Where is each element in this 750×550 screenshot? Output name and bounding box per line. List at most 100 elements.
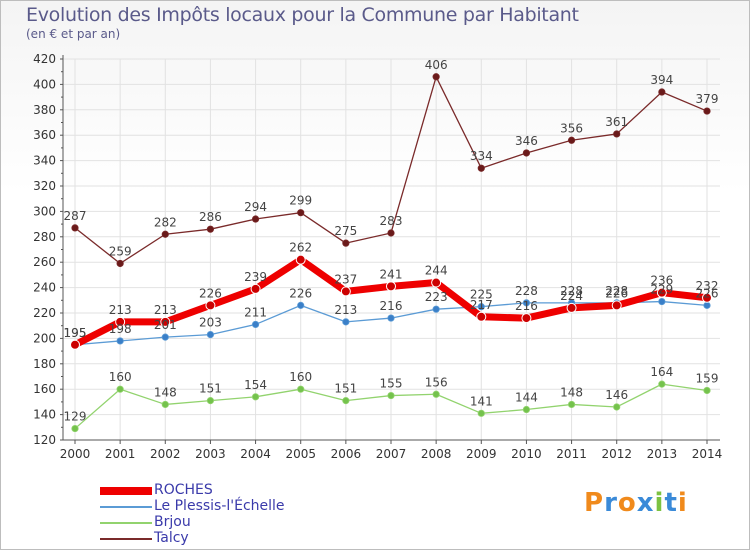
- data-point-talcy: [477, 164, 485, 172]
- chart-title: Evolution des Impôts locaux pour la Comm…: [26, 4, 579, 26]
- logo-letter: P: [584, 488, 605, 518]
- data-label-roches: 232: [696, 279, 719, 293]
- data-label-roches: 236: [650, 274, 673, 288]
- legend-swatch-brjou: [100, 522, 152, 524]
- logo-letter: o: [617, 488, 637, 518]
- data-point-le-plessis-l-chelle: [116, 337, 124, 345]
- data-point-roches: [205, 300, 216, 311]
- x-tick-label: 2010: [511, 447, 542, 461]
- y-tick-label: 260: [33, 255, 56, 269]
- y-tick-label: 360: [33, 128, 56, 142]
- data-label-roches: 226: [199, 286, 222, 300]
- y-tick-label: 140: [33, 408, 56, 422]
- data-point-brjou: [613, 403, 621, 411]
- data-label-talcy: 259: [109, 244, 132, 258]
- data-label-roches: 241: [380, 267, 403, 281]
- data-point-brjou: [658, 380, 666, 388]
- data-point-roches: [656, 287, 667, 298]
- data-point-roches: [115, 316, 126, 327]
- data-point-talcy: [342, 239, 350, 247]
- data-label-roches: 262: [289, 241, 312, 255]
- data-point-brjou: [432, 390, 440, 398]
- data-label-roches: 195: [64, 326, 87, 340]
- logo-letter: i: [677, 488, 688, 518]
- data-label-talcy: 361: [605, 115, 628, 129]
- data-point-talcy: [567, 136, 576, 144]
- data-label-talcy: 406: [425, 58, 448, 72]
- data-label-le-plessis-l-chelle: 226: [696, 286, 719, 300]
- data-point-le-plessis-l-chelle: [297, 301, 305, 309]
- data-label-talcy: 299: [289, 194, 312, 208]
- data-label-le-plessis-l-chelle: 211: [244, 305, 267, 319]
- data-point-roches: [476, 311, 487, 322]
- data-point-roches: [566, 302, 577, 313]
- x-tick-label: 2007: [376, 447, 407, 461]
- data-point-le-plessis-l-chelle: [432, 305, 440, 313]
- data-label-talcy: 282: [154, 215, 177, 229]
- chart-subtitle: (en € et par an): [26, 27, 121, 41]
- data-label-brjou: 156: [425, 375, 448, 389]
- data-point-brjou: [477, 409, 485, 417]
- data-label-talcy: 286: [199, 210, 222, 224]
- legend-item-talcy: Talcy: [100, 530, 360, 547]
- legend-label-le-plessis: Le Plessis-l'Échelle: [154, 498, 285, 514]
- data-label-brjou: 159: [696, 371, 719, 385]
- data-point-roches: [70, 339, 80, 350]
- data-label-talcy: 287: [64, 209, 87, 223]
- data-label-talcy: 379: [696, 92, 719, 106]
- data-point-brjou: [297, 385, 305, 393]
- data-label-talcy: 275: [334, 224, 357, 238]
- legend-label-roches: ROCHES: [154, 482, 213, 498]
- data-point-talcy: [116, 259, 124, 268]
- logo-letter: x: [636, 488, 655, 518]
- data-label-brjou: 146: [605, 388, 628, 402]
- data-label-brjou: 154: [244, 378, 267, 392]
- data-label-le-plessis-l-chelle: 216: [380, 299, 403, 313]
- data-point-le-plessis-l-chelle: [251, 320, 260, 329]
- data-point-brjou: [251, 393, 260, 401]
- data-point-talcy: [297, 209, 305, 217]
- data-label-talcy: 346: [515, 134, 538, 148]
- data-label-talcy: 294: [244, 200, 267, 214]
- data-point-talcy: [658, 88, 666, 96]
- data-label-roches: 237: [334, 272, 357, 286]
- y-tick-label: 400: [33, 77, 56, 91]
- data-point-talcy: [161, 230, 169, 238]
- data-point-talcy: [71, 224, 79, 232]
- data-label-brjou: 155: [380, 377, 403, 391]
- legend-swatch-roches: [100, 487, 152, 495]
- data-point-roches: [431, 277, 442, 288]
- data-label-brjou: 148: [560, 385, 583, 399]
- data-point-brjou: [703, 386, 711, 395]
- data-point-roches: [295, 254, 306, 265]
- y-tick-label: 120: [33, 433, 56, 447]
- data-label-le-plessis-l-chelle: 228: [515, 284, 538, 298]
- data-point-le-plessis-l-chelle: [206, 330, 215, 339]
- data-label-brjou: 151: [334, 382, 357, 396]
- data-label-brjou: 151: [199, 382, 222, 396]
- data-label-roches: 217: [470, 298, 493, 312]
- data-label-roches: 224: [560, 289, 583, 303]
- x-tick-label: 2000: [60, 447, 91, 461]
- x-tick-label: 2009: [466, 447, 497, 461]
- proxiti-logo: Proxiti: [584, 488, 688, 518]
- legend-item-roches: ROCHES: [100, 482, 360, 499]
- data-point-le-plessis-l-chelle: [161, 333, 169, 341]
- legend-label-brjou: Brjou: [154, 514, 191, 530]
- data-point-roches: [702, 292, 712, 303]
- data-label-roches: 226: [605, 286, 628, 300]
- x-tick-label: 2001: [105, 447, 136, 461]
- data-point-talcy: [522, 149, 531, 157]
- data-label-le-plessis-l-chelle: 225: [470, 288, 493, 302]
- y-tick-label: 180: [33, 357, 56, 371]
- data-label-brjou: 160: [109, 370, 132, 384]
- data-label-brjou: 160: [289, 370, 312, 384]
- data-point-roches: [521, 313, 532, 324]
- data-label-roches: 213: [109, 303, 132, 317]
- data-label-le-plessis-l-chelle: 223: [425, 290, 448, 304]
- x-tick-label: 2014: [692, 447, 723, 461]
- data-point-brjou: [206, 397, 215, 405]
- data-point-le-plessis-l-chelle: [658, 297, 666, 306]
